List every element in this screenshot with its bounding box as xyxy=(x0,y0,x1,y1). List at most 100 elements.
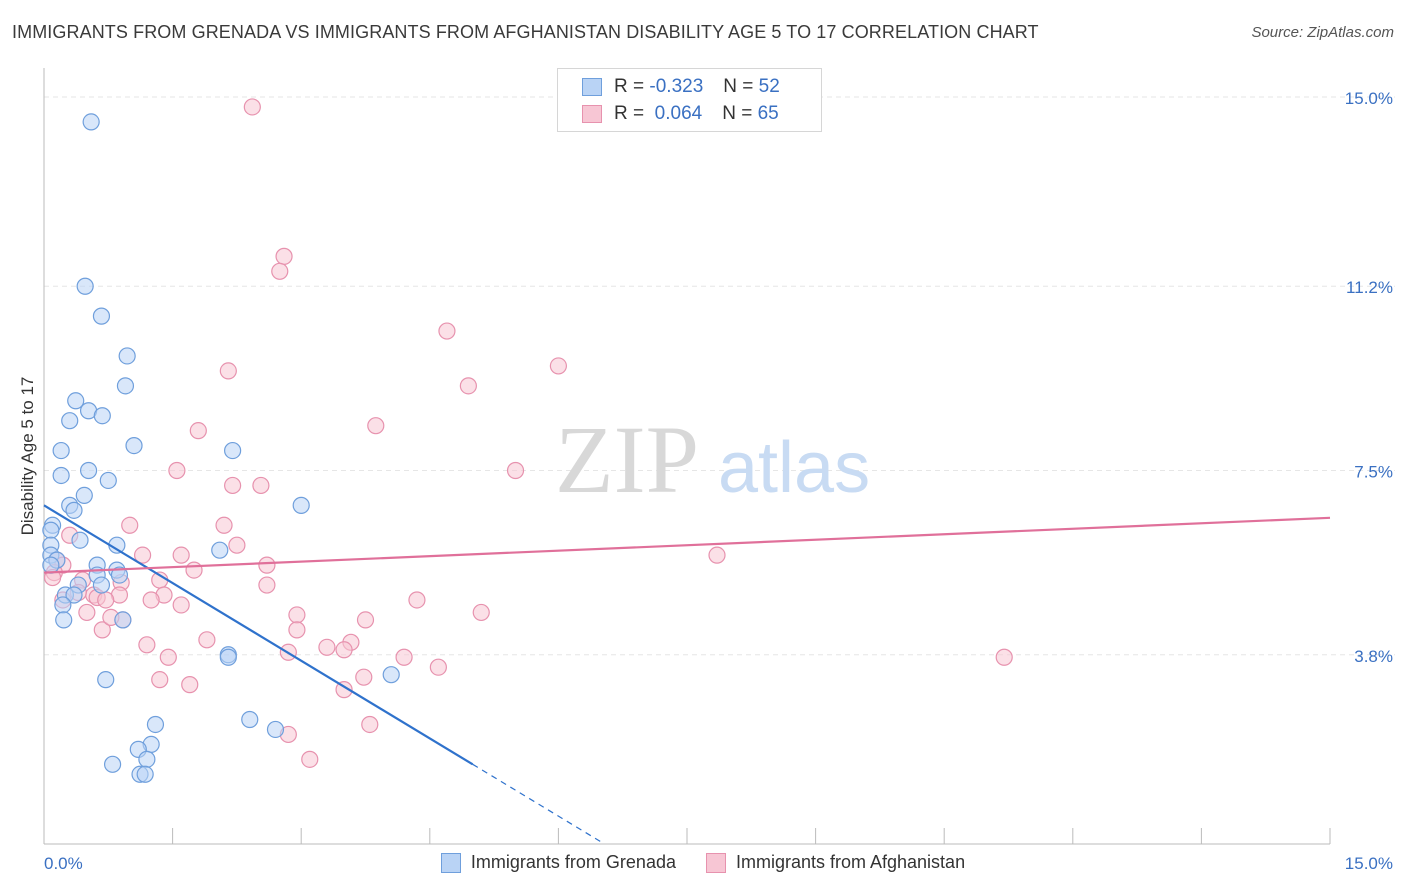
grenada-point xyxy=(54,596,72,614)
afghanistan-point xyxy=(708,546,726,564)
afghanistan-point xyxy=(367,417,385,435)
afghanistan-point xyxy=(181,676,199,694)
grenada-point xyxy=(382,666,400,684)
watermark: ZIP atlas xyxy=(555,406,870,513)
afghanistan-point xyxy=(549,357,568,375)
grenada-point xyxy=(241,710,259,729)
afghanistan-point xyxy=(243,98,261,116)
afghanistan-point xyxy=(271,262,289,280)
afghanistan-point xyxy=(189,422,207,440)
afghanistan-point xyxy=(335,681,353,699)
tick-labels: 3.8% 7.5% 11.2% 15.0% 0.0% 15.0% xyxy=(44,89,1393,873)
afghanistan-legend-swatch xyxy=(705,852,726,873)
afghanistan-point xyxy=(93,621,111,639)
grenada-point xyxy=(42,521,60,539)
afghanistan-point xyxy=(133,546,152,564)
x-tick-label-min: 0.0% xyxy=(44,854,83,873)
afghanistan-point xyxy=(408,591,426,609)
grenada-trend-line xyxy=(43,504,474,766)
grenada-point xyxy=(52,441,70,460)
grenada-point xyxy=(92,307,111,325)
grenada-point xyxy=(114,611,132,629)
legend-row-grenada: R = -0.323 N = 52 xyxy=(582,75,780,99)
afghanistan-point xyxy=(151,671,169,689)
afghanistan-point xyxy=(355,668,373,686)
grenada-point xyxy=(211,541,229,559)
y-tick-label: 7.5% xyxy=(1354,463,1393,482)
afghanistan-n-value: 65 xyxy=(757,103,779,124)
afghanistan-point xyxy=(121,516,139,534)
afghanistan-point xyxy=(172,596,190,614)
source-label: Source: ZipAtlas.com xyxy=(1251,24,1394,41)
afghanistan-swatch xyxy=(582,105,602,123)
afghanistan-point xyxy=(356,611,375,629)
axes xyxy=(43,68,1331,845)
grenada-point xyxy=(42,556,60,574)
grenada-point xyxy=(52,466,70,485)
afghanistan-point xyxy=(438,322,456,340)
grenada-point xyxy=(75,486,93,504)
grenada-point xyxy=(71,531,89,549)
afghanistan-point xyxy=(301,750,319,768)
afghanistan-point xyxy=(429,658,447,676)
grenada-point xyxy=(146,715,165,734)
grenada-swatch xyxy=(582,78,602,96)
grenada-point xyxy=(266,720,285,739)
afghanistan-point xyxy=(472,603,490,622)
afghanistan-point xyxy=(459,377,477,395)
y-tick-label: 11.2% xyxy=(1346,278,1393,297)
afghanistan-point xyxy=(224,476,242,495)
afghanistan-point xyxy=(78,603,96,622)
grenada-point xyxy=(67,392,85,410)
afghanistan-point xyxy=(215,516,233,534)
grenada-legend-label: Immigrants from Grenada xyxy=(470,852,676,872)
afghanistan-point xyxy=(335,641,353,659)
grenada-point xyxy=(55,611,73,629)
afghanistan-point xyxy=(318,638,336,656)
grenada-point xyxy=(92,576,111,594)
grenada-point xyxy=(292,496,310,514)
grenada-point xyxy=(65,586,83,604)
n-label: N = xyxy=(722,103,753,124)
n-label: N = xyxy=(723,76,754,97)
legend-item-grenada: Immigrants from Grenada xyxy=(440,852,676,873)
grenada-point xyxy=(79,461,98,480)
afghanistan-point xyxy=(185,561,203,579)
grenada-point xyxy=(224,441,242,460)
afghanistan-trend-line xyxy=(43,516,1331,574)
y-tick-label: 3.8% xyxy=(1354,647,1393,666)
afghanistan-point xyxy=(198,631,216,649)
afghanistan-point xyxy=(288,606,306,624)
afghanistan-point xyxy=(258,576,276,594)
grenada-point xyxy=(76,277,94,295)
afghanistan-point xyxy=(252,476,270,495)
grenada-point xyxy=(65,501,83,519)
x-tick-label-max: 15.0% xyxy=(1345,854,1393,873)
afghanistan-point xyxy=(258,556,276,574)
grenada-r-value: -0.323 xyxy=(649,76,704,97)
grenada-point xyxy=(138,750,156,768)
grenada-point xyxy=(61,412,79,430)
y-tick-label: 15.0% xyxy=(1345,89,1393,108)
afghanistan-point xyxy=(395,648,413,666)
afghanistan-point xyxy=(97,591,115,609)
afghanistan-r-value: 0.064 xyxy=(654,103,703,124)
afghanistan-legend-label: Immigrants from Afghanistan xyxy=(735,852,966,872)
grenada-point xyxy=(110,566,129,584)
afghanistan-point xyxy=(506,461,525,480)
correlation-legend: R = -0.323 N = 52 R = 0.064 N = 65 xyxy=(557,68,822,132)
r-label: R = xyxy=(614,103,645,124)
chart-title: IMMIGRANTS FROM GRENADA VS IMMIGRANTS FR… xyxy=(12,22,1039,42)
afghanistan-point xyxy=(142,591,160,609)
r-label: R = xyxy=(614,76,645,97)
grenada-trend-extension xyxy=(472,763,602,843)
y-axis-label: Disability Age 5 to 17 xyxy=(18,376,37,536)
grenada-point xyxy=(82,113,100,131)
afghanistan-point xyxy=(159,648,177,666)
afghanistan-point xyxy=(995,648,1013,666)
grenada-point xyxy=(118,347,136,365)
grenada-points xyxy=(42,113,400,783)
afghanistan-point xyxy=(361,715,379,734)
legend-row-afghanistan: R = 0.064 N = 65 xyxy=(582,102,779,126)
